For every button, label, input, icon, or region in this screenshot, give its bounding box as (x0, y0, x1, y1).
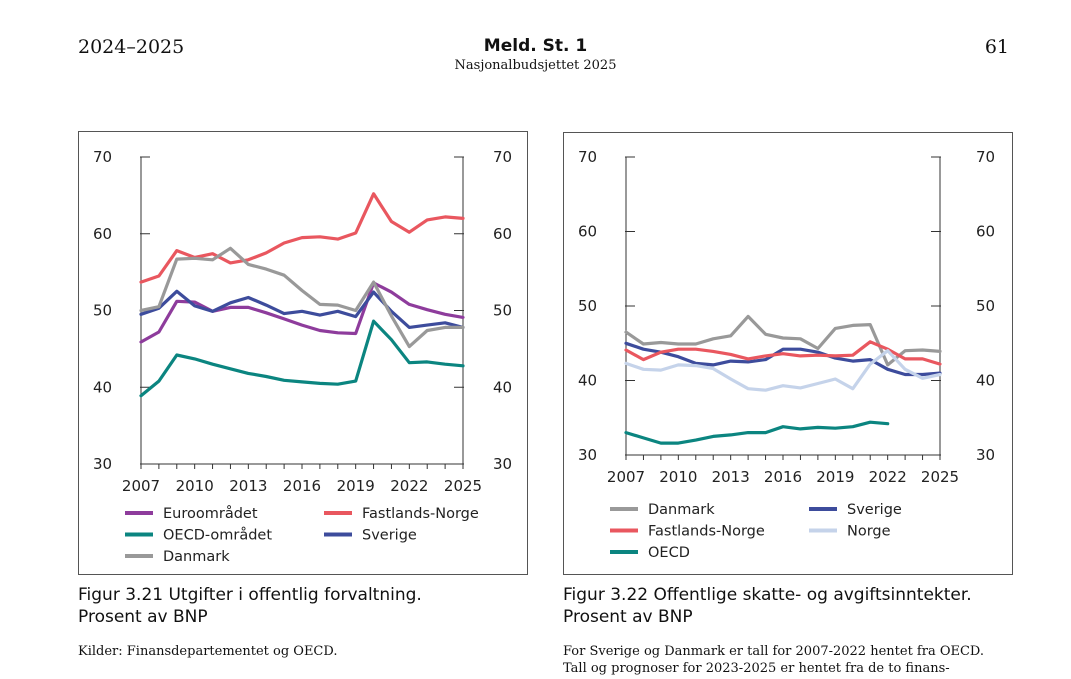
header-years: 2024–2025 (78, 36, 185, 58)
figure-3-22-chart-box: 30 30 40 40 50 50 60 60 70 70 2007 2010 2013 2016 2019… (563, 132, 1013, 575)
fig321-legend-label: Fastlands-Norge (362, 506, 479, 522)
page-number: 61 (984, 36, 1009, 58)
figure-3-22-caption-line2: Prosent av BNP (563, 607, 693, 627)
fig322-xtick-label: 2016 (764, 468, 802, 486)
fig322-ytick-label-left: 60 (578, 223, 597, 241)
fig322-xtick-label: 2022 (869, 468, 907, 486)
fig321-series-line-euroomr-det (139, 281, 465, 344)
fig321-ytick-label-left: 30 (93, 455, 112, 473)
fig321-series-line-sverige (139, 289, 465, 329)
header-center: Meld. St. 1 Nasjonalbudsjettet 2025 (0, 36, 1071, 73)
fig322-ytick-label-right: 60 (976, 223, 995, 241)
fig321-ytick-label-left: 40 (93, 378, 112, 396)
fig322-xtick-label: 2013 (712, 468, 750, 486)
fig321-series-line-fastlands-norge (139, 192, 465, 284)
fig321-xtick-label: 2019 (337, 477, 375, 495)
fig322-series-line-danmark (624, 314, 942, 367)
fig322-ytick-label-left: 30 (578, 446, 597, 464)
fig322-legend-label: Danmark (648, 502, 715, 518)
figure-3-22-source: For Sverige og Danmark er tall for 2007-… (563, 643, 984, 677)
fig322-ytick-label-left: 40 (578, 372, 597, 390)
document-title: Meld. St. 1 (483, 36, 588, 56)
fig321-xtick-label: 2013 (229, 477, 267, 495)
figure-3-21-source: Kilder: Finansdepartementet og OECD. (78, 644, 338, 659)
fig321-legend-label: Sverige (362, 528, 417, 544)
fig322-xtick-label: 2007 (607, 468, 645, 486)
figure-3-22-source-line1: For Sverige og Danmark er tall for 2007-… (563, 644, 985, 659)
fig321-ytick-label-left: 70 (93, 148, 112, 166)
fig321-series-line-danmark (139, 246, 465, 349)
fig322-ytick-label-left: 50 (578, 297, 597, 315)
figure-3-22-source-line2: Tall og prognoser for 2023-2025 er hente… (563, 661, 950, 676)
fig321-xtick-label: 2016 (283, 477, 321, 495)
fig322-xtick-label: 2019 (816, 468, 854, 486)
fig321-ytick-label-right: 60 (493, 225, 512, 243)
fig321-legend-label: Danmark (163, 549, 230, 565)
fig321-xtick-label: 2010 (176, 477, 214, 495)
fig321-legend-label: Euroområdet (163, 505, 258, 522)
fig322-series-line-norge (624, 349, 942, 392)
document-subtitle: Nasjonalbudsjettet 2025 (454, 58, 617, 73)
fig321-xtick-label: 2025 (444, 477, 482, 495)
fig322-legend-label: Sverige (847, 502, 902, 518)
fig322-legend-label: Fastlands-Norge (648, 524, 765, 540)
figure-3-21-caption-line1: Figur 3.21 Utgifter i offentlig forvaltn… (78, 585, 422, 605)
fig322-xtick-label: 2010 (659, 468, 697, 486)
fig322-legend-label: Norge (847, 524, 891, 540)
fig321-ytick-label-right: 70 (493, 148, 512, 166)
fig322-series-line-sverige (624, 341, 942, 377)
fig322-ytick-label-left: 70 (578, 148, 597, 166)
figure-3-22-chart: 30 30 40 40 50 50 60 60 70 70 2007 2010 2013 2016 2019… (578, 148, 995, 561)
fig322-ytick-label-right: 70 (976, 148, 995, 166)
fig322-ytick-label-right: 30 (976, 446, 995, 464)
fig321-ytick-label-right: 40 (493, 378, 512, 396)
fig321-ytick-label-right: 30 (493, 455, 512, 473)
figure-3-22-caption-line1: Figur 3.22 Offentlige skatte- og avgifts… (563, 585, 972, 605)
fig321-series-line-oecd-omr-det (139, 319, 465, 398)
fig322-xtick-label: 2025 (921, 468, 959, 486)
figure-3-21-chart-box: 30 30 40 40 50 50 60 60 70 70 2007 2010 2013 2016 2019… (78, 131, 528, 575)
fig322-legend-label: OECD (648, 545, 690, 561)
fig322-ytick-label-right: 50 (976, 297, 995, 315)
figure-3-21-caption: Figur 3.21 Utgifter i offentlig forvaltn… (78, 584, 422, 628)
fig322-ytick-label-right: 40 (976, 372, 995, 390)
figure-3-21-caption-line2: Prosent av BNP (78, 607, 208, 627)
figure-3-21-chart: 30 30 40 40 50 50 60 60 70 70 2007 2010 2013 2016 2019… (93, 148, 512, 565)
fig321-xtick-label: 2007 (122, 477, 160, 495)
fig321-ytick-label-left: 50 (93, 302, 112, 320)
fig321-xtick-label: 2022 (390, 477, 428, 495)
fig322-series-line-oecd (624, 420, 890, 445)
fig321-ytick-label-right: 50 (493, 302, 512, 320)
figure-3-22-caption: Figur 3.22 Offentlige skatte- og avgifts… (563, 584, 972, 628)
fig321-legend-label: OECD-området (163, 527, 272, 544)
fig321-ytick-label-left: 60 (93, 225, 112, 243)
